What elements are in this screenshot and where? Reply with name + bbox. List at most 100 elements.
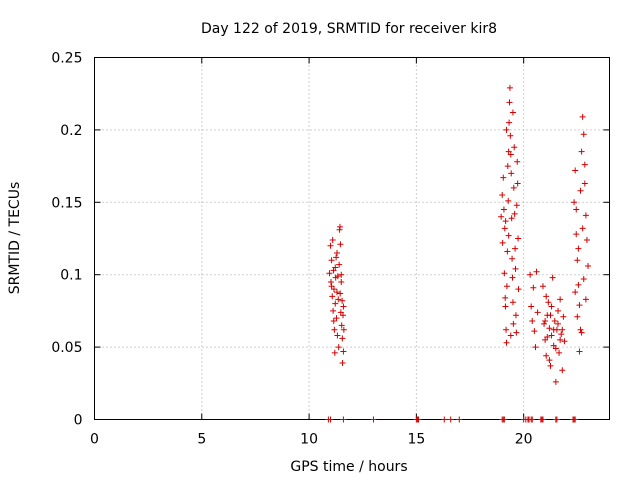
data-point: [551, 318, 558, 325]
data-point: [508, 170, 515, 177]
data-point: [579, 225, 586, 232]
data-point: [555, 320, 561, 327]
data-point: [550, 326, 557, 333]
data-points: [325, 84, 592, 423]
data-point: [340, 326, 347, 333]
data-point: [336, 223, 343, 230]
data-point: [546, 325, 553, 332]
y-tick-label: 0.15: [51, 195, 82, 211]
data-point: [502, 218, 509, 225]
y-axis-label: SRMTID / TECUs: [7, 182, 23, 295]
data-point: [581, 180, 588, 187]
data-point: [331, 349, 338, 356]
data-point: [515, 235, 522, 242]
data-point: [329, 293, 336, 300]
data-point: [507, 132, 514, 139]
chart-title: Day 122 of 2019, SRMTID for receiver kir…: [201, 21, 497, 37]
data-point: [332, 300, 339, 307]
data-point: [333, 289, 340, 296]
data-point: [339, 312, 346, 319]
data-point-zero: [572, 416, 579, 423]
data-point: [329, 236, 336, 243]
data-point: [527, 271, 534, 278]
y-tick-label: 0.05: [51, 340, 82, 356]
data-point: [327, 278, 334, 285]
data-point-zero: [340, 416, 347, 423]
data-point-zero: [553, 416, 560, 423]
data-point: [505, 148, 512, 155]
data-point: [337, 290, 344, 297]
data-point: [549, 274, 556, 281]
data-point: [337, 241, 344, 248]
data-point: [499, 192, 506, 199]
data-point: [512, 312, 519, 319]
data-point: [548, 332, 555, 339]
data-point: [541, 320, 548, 327]
data-point: [577, 326, 584, 333]
data-point: [546, 357, 553, 364]
data-point: [576, 348, 583, 355]
data-point: [582, 212, 589, 219]
data-point-zero: [370, 416, 377, 423]
data-point: [579, 113, 586, 120]
data-point: [506, 119, 513, 126]
data-point: [331, 326, 338, 333]
data-point: [528, 303, 535, 310]
data-point-zero: [447, 416, 454, 423]
data-point: [502, 294, 509, 301]
data-point: [506, 84, 513, 91]
data-point: [514, 158, 521, 165]
data-point: [529, 318, 536, 325]
data-point: [507, 332, 514, 339]
data-point: [580, 276, 587, 283]
data-point: [576, 302, 583, 309]
data-point: [501, 270, 508, 277]
data-point: [499, 239, 506, 246]
data-point: [513, 202, 520, 209]
data-point: [539, 283, 546, 290]
data-point: [511, 144, 518, 151]
data-point: [585, 263, 592, 270]
data-point: [501, 225, 508, 232]
data-point: [559, 367, 566, 374]
data-point: [338, 322, 345, 329]
data-point-zero: [539, 416, 546, 423]
data-point: [557, 336, 564, 343]
data-point: [556, 349, 563, 356]
axis-ticks: 0 0.05 0.1 0.15 0.2 0.25 0 5 10 15 20: [51, 51, 610, 448]
data-point: [505, 232, 512, 239]
data-point: [578, 148, 585, 155]
data-point: [334, 273, 341, 280]
data-point: [512, 245, 519, 252]
data-point: [339, 335, 346, 342]
data-point: [559, 326, 566, 333]
data-point: [547, 362, 554, 369]
data-point: [557, 296, 564, 303]
data-point: [509, 255, 516, 262]
data-point: [330, 307, 337, 314]
data-point-zero: [501, 416, 508, 423]
data-point: [574, 313, 581, 320]
data-point: [542, 318, 549, 325]
x-tick-label: 5: [197, 432, 206, 448]
data-point: [504, 163, 511, 170]
data-point: [333, 254, 340, 261]
data-point: [510, 184, 517, 191]
data-point: [552, 345, 559, 352]
data-point: [575, 245, 582, 252]
data-point: [340, 348, 347, 355]
data-point: [502, 303, 509, 310]
data-point: [543, 293, 550, 300]
data-point: [503, 126, 510, 133]
data-point: [572, 167, 579, 174]
data-point: [338, 271, 345, 278]
data-point: [577, 187, 584, 194]
data-point: [338, 278, 345, 285]
data-point: [503, 326, 510, 333]
data-point: [572, 289, 579, 296]
data-point: [530, 284, 537, 291]
data-point: [544, 333, 551, 340]
data-point-zero: [327, 416, 334, 423]
x-tick-label: 0: [90, 432, 99, 448]
